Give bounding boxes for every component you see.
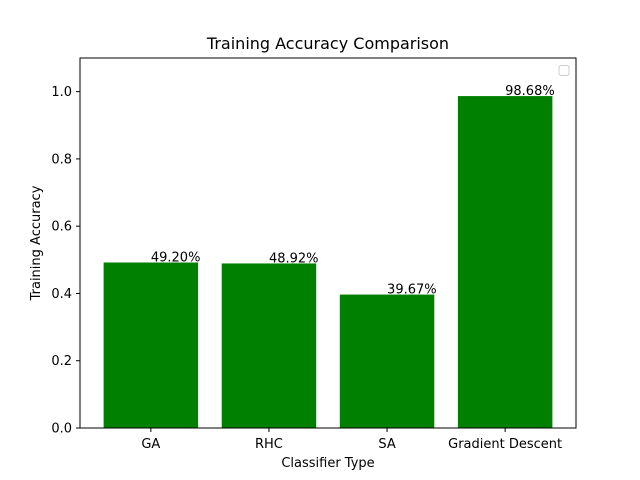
data-label: 39.67%: [387, 283, 437, 298]
data-label: 49.20%: [151, 251, 201, 266]
y-axis-ticks: 0.0 0.2 0.4 0.6 0.8 1.0: [51, 85, 80, 437]
bar-ga: [103, 262, 199, 428]
x-tick-label: GA: [141, 437, 160, 452]
x-tick-label: Gradient Descent: [448, 437, 562, 452]
x-tick-label: RHC: [255, 437, 283, 452]
plot-frame: [79, 57, 577, 429]
y-tick-label: 0.2: [51, 354, 72, 369]
bars-group: [103, 96, 553, 428]
y-tick-label: 0.8: [51, 152, 72, 167]
legend-box: [558, 65, 570, 76]
bar-sa: [339, 294, 435, 428]
y-tick-label: 0.0: [51, 422, 72, 437]
bar-rhc: [221, 263, 317, 428]
x-tick-label: SA: [378, 437, 395, 452]
data-label: 48.92%: [269, 251, 319, 266]
y-tick-label: 0.6: [51, 220, 72, 235]
y-tick-label: 1.0: [51, 85, 72, 100]
y-axis-title: Training Accuracy: [29, 185, 44, 301]
data-labels-group: 49.20% 48.92% 39.67% 98.68%: [151, 84, 555, 297]
x-axis-title: Classifier Type: [281, 456, 374, 471]
bar-gradient-descent: [457, 96, 553, 428]
chart-title: Training Accuracy Comparison: [206, 34, 449, 53]
x-axis-ticks: GA RHC SA Gradient Descent: [141, 428, 562, 452]
y-tick-label: 0.4: [51, 287, 72, 302]
data-label: 98.68%: [505, 84, 555, 99]
